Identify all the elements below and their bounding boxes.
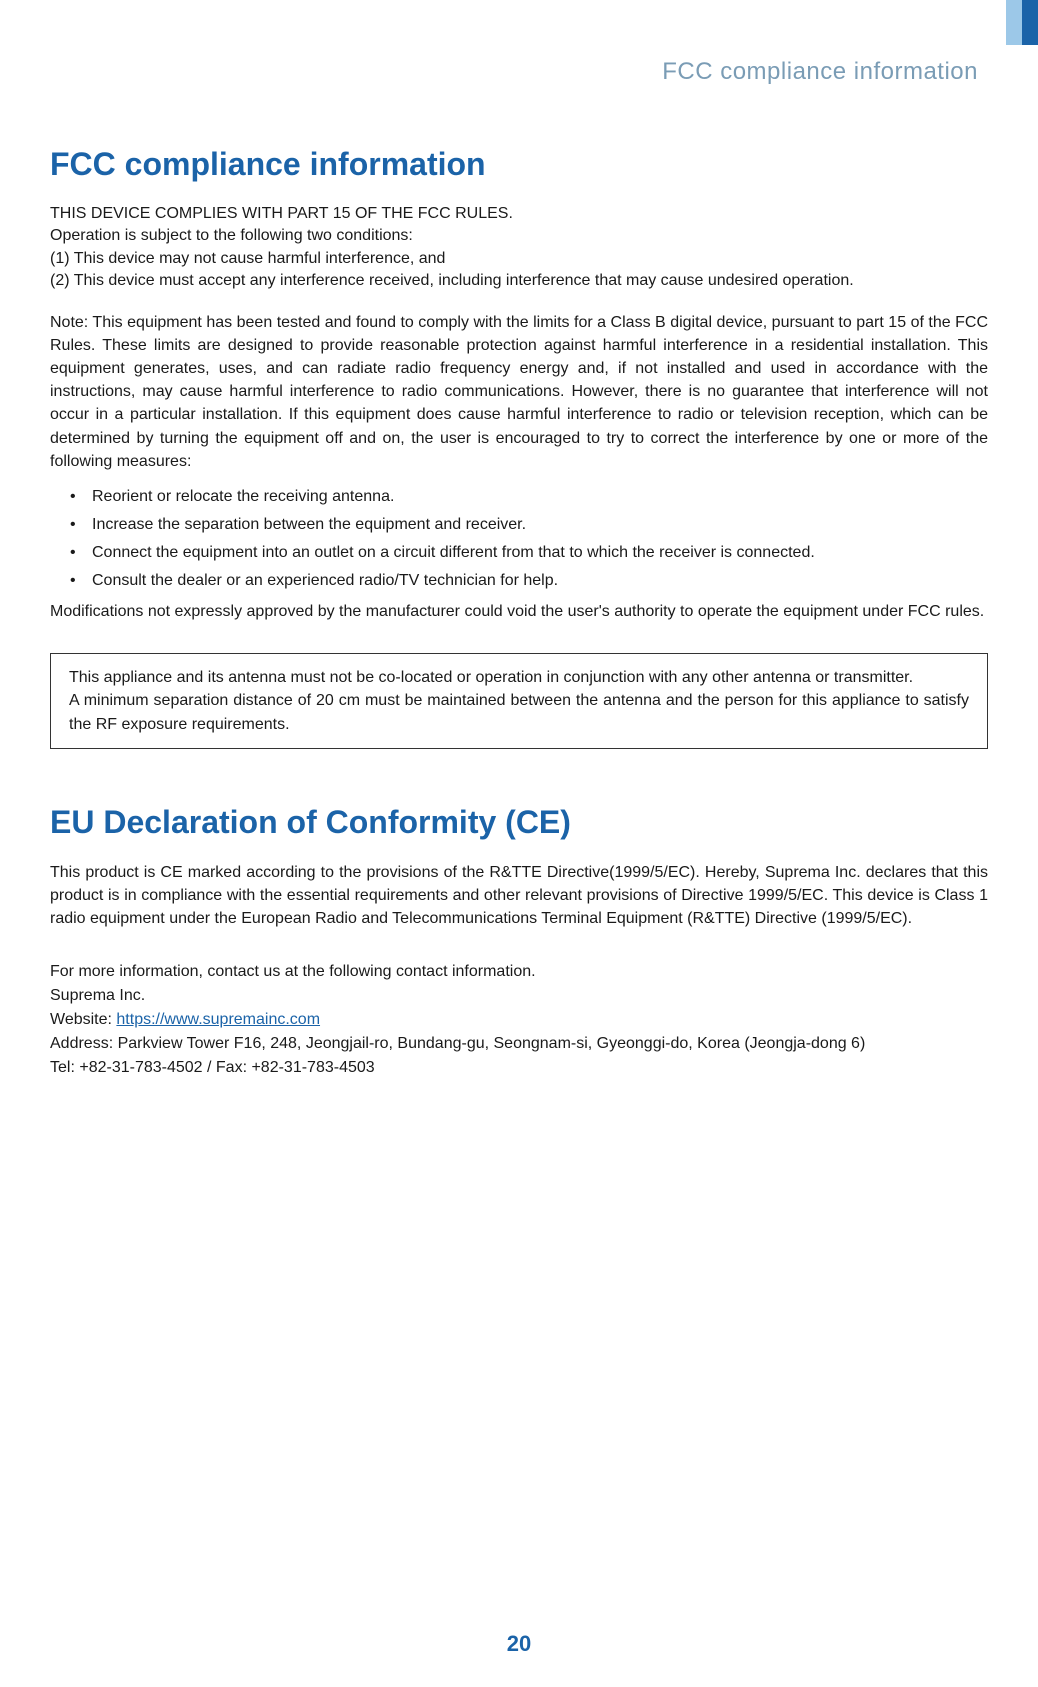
tab-light-bar xyxy=(1006,0,1022,45)
page-number: 20 xyxy=(0,1631,1038,1657)
fcc-bullet-item: Consult the dealer or an experienced rad… xyxy=(70,567,988,595)
eu-heading: EU Declaration of Conformity (CE) xyxy=(50,804,988,841)
contact-tel-fax: Tel: +82-31-783-4502 / Fax: +82-31-783-4… xyxy=(50,1056,988,1080)
fcc-intro-line-4: (2) This device must accept any interfer… xyxy=(50,270,988,292)
fcc-bullet-list: Reorient or relocate the receiving anten… xyxy=(50,483,988,595)
page-tab-marker xyxy=(1006,0,1038,45)
contact-website-line: Website: https://www.supremainc.com xyxy=(50,1008,988,1032)
eu-paragraph: This product is CE marked according to t… xyxy=(50,861,988,931)
contact-company: Suprema Inc. xyxy=(50,984,988,1008)
fcc-bullet-item: Connect the equipment into an outlet on … xyxy=(70,539,988,567)
page-content: FCC compliance information THIS DEVICE C… xyxy=(0,86,1038,1080)
fcc-heading: FCC compliance information xyxy=(50,146,988,183)
website-link[interactable]: https://www.supremainc.com xyxy=(116,1011,320,1028)
header-section-title: FCC compliance information xyxy=(0,0,1038,86)
fcc-intro-line-2: Operation is subject to the following tw… xyxy=(50,225,988,247)
fcc-bullet-item: Increase the separation between the equi… xyxy=(70,511,988,539)
contact-block: For more information, contact us at the … xyxy=(50,960,988,1080)
contact-website-label: Website: xyxy=(50,1011,116,1028)
tab-dark-bar xyxy=(1022,0,1038,45)
fcc-intro-block: THIS DEVICE COMPLIES WITH PART 15 OF THE… xyxy=(50,203,988,293)
fcc-intro-line-1: THIS DEVICE COMPLIES WITH PART 15 OF THE… xyxy=(50,203,988,225)
fcc-intro-line-3: (1) This device may not cause harmful in… xyxy=(50,248,988,270)
fcc-boxed-warning: This appliance and its antenna must not … xyxy=(50,653,988,749)
fcc-note-paragraph: Note: This equipment has been tested and… xyxy=(50,311,988,473)
contact-address: Address: Parkview Tower F16, 248, Jeongj… xyxy=(50,1032,988,1056)
contact-info-line: For more information, contact us at the … xyxy=(50,960,988,984)
fcc-bullet-item: Reorient or relocate the receiving anten… xyxy=(70,483,988,511)
fcc-modifications-note: Modifications not expressly approved by … xyxy=(50,601,988,623)
